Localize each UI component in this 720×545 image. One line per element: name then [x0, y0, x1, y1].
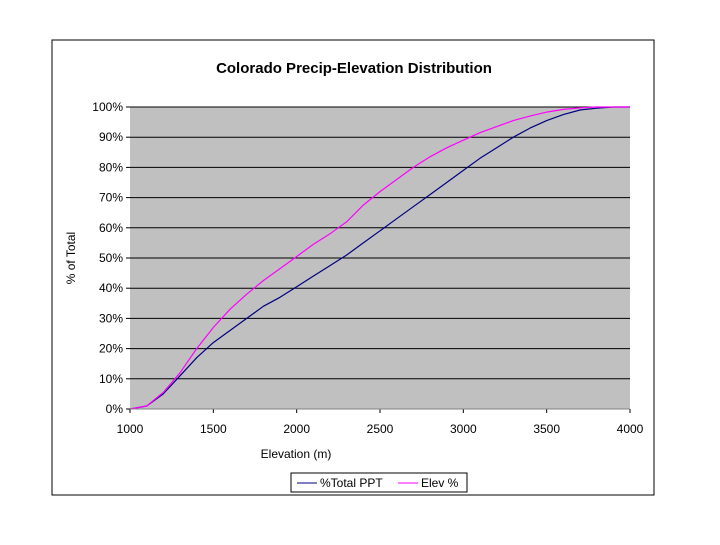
series-line-1	[129, 106, 630, 410]
y-tick-label: 90%	[99, 130, 123, 144]
y-tick-label: 20%	[99, 342, 123, 356]
y-axis-label: % of Total	[64, 232, 78, 284]
x-axis-ticks: 1000 1500 2000 2500 3000 3500 4000	[117, 409, 644, 436]
x-tick-label: 4000	[617, 422, 644, 436]
x-tick-label: 2000	[283, 422, 310, 436]
series-line-0	[129, 106, 630, 410]
y-tick-label: 0%	[106, 402, 124, 416]
legend-label-elev: Elev %	[421, 476, 459, 490]
y-tick-label: 100%	[92, 100, 123, 114]
y-tick-label: 50%	[99, 251, 123, 265]
y-tick-label: 70%	[99, 191, 123, 205]
legend-box	[290, 472, 468, 493]
x-axis-label: Elevation (m)	[261, 447, 332, 461]
legend-label-total-ppt: %Total PPT	[320, 476, 383, 490]
chart-title: Colorado Precip-Elevation Distribution	[216, 60, 492, 77]
y-tick-label: 80%	[99, 160, 123, 174]
x-tick-label: 3500	[533, 422, 560, 436]
x-tick-label: 3000	[450, 422, 477, 436]
y-tick-label: 30%	[99, 311, 123, 325]
x-tick-label: 2500	[367, 422, 394, 436]
series-layer	[129, 106, 630, 410]
gridlines	[130, 106, 630, 380]
x-tick-label: 1000	[117, 422, 144, 436]
legend: %Total PPT Elev %	[290, 472, 468, 493]
y-tick-label: 40%	[99, 281, 123, 295]
x-tick-label: 1500	[200, 422, 227, 436]
y-tick-label: 60%	[99, 221, 123, 235]
y-tick-label: 10%	[99, 372, 123, 386]
y-axis-ticks: 0% 10% 20% 30% 40% 50% 60% 70% 80% 90% 100%	[92, 100, 130, 416]
